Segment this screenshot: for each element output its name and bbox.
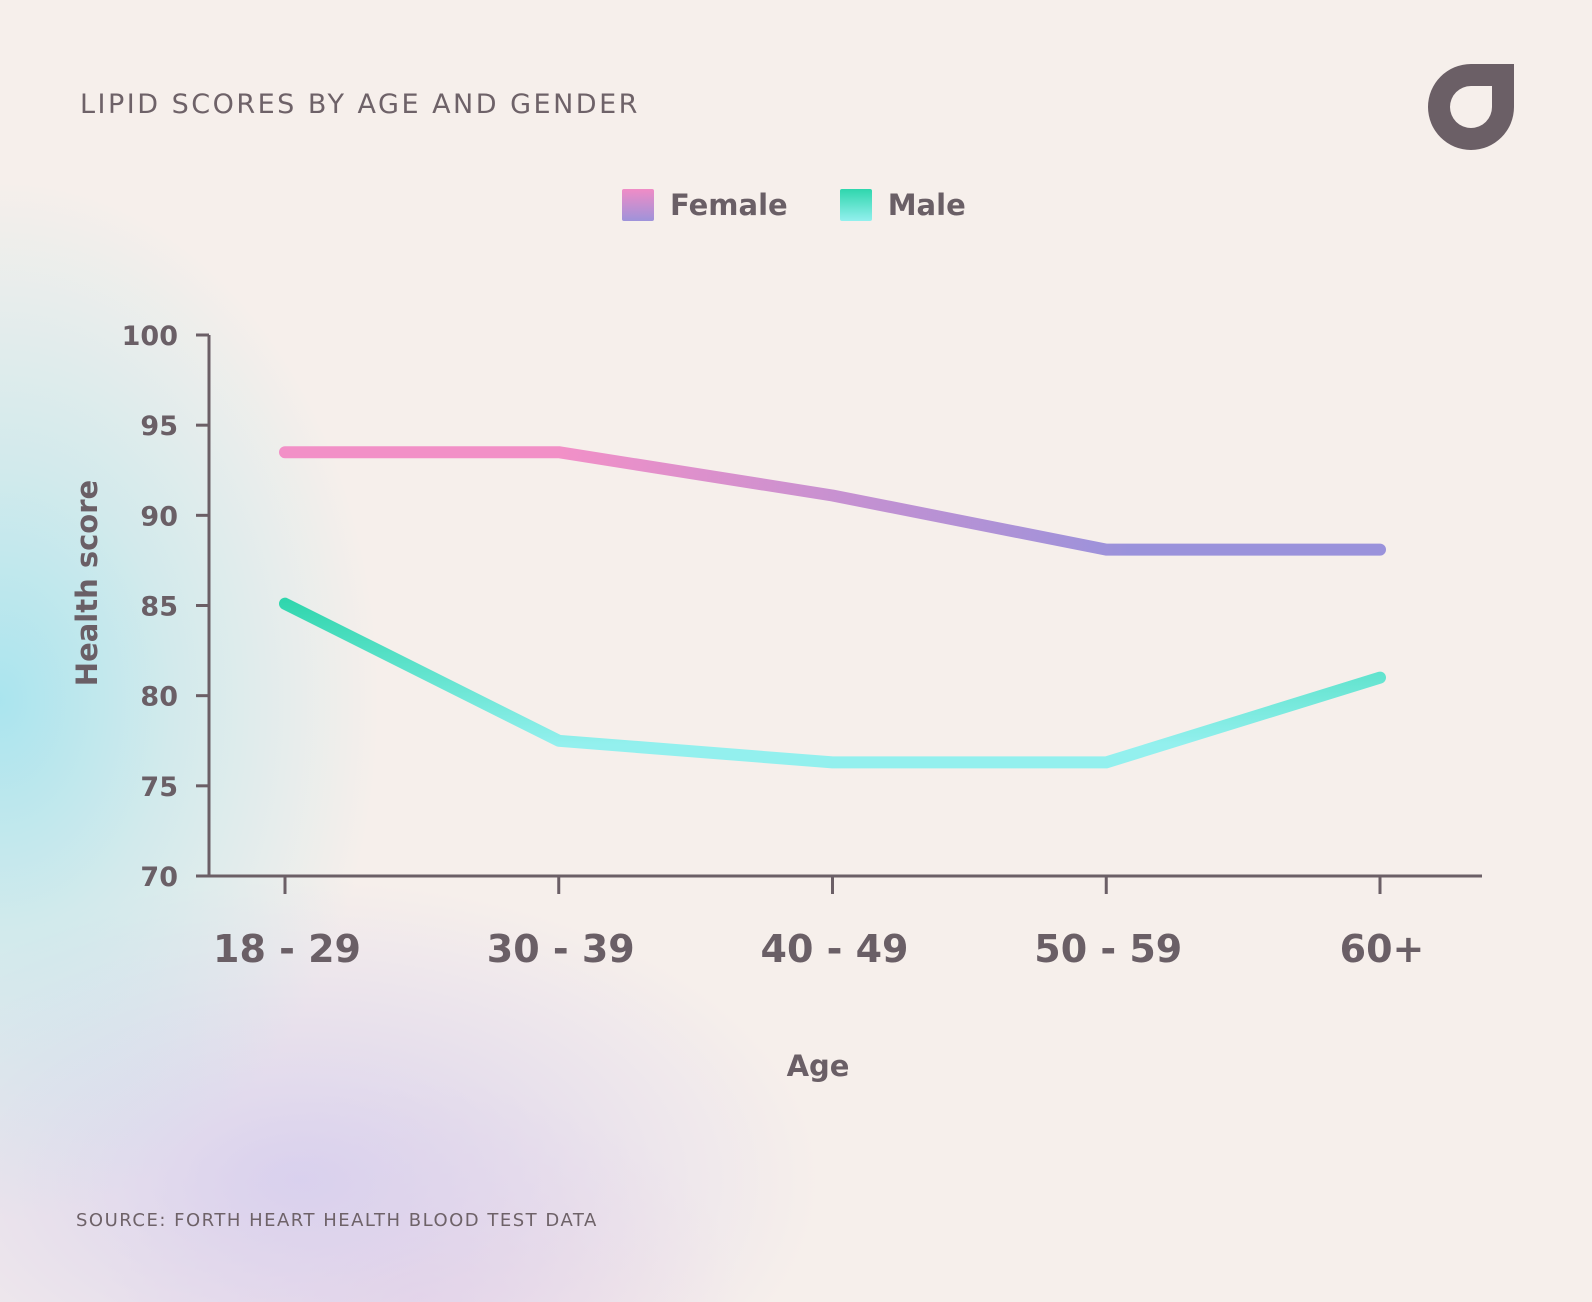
source-note: SOURCE: FORTH HEART HEALTH BLOOD TEST DA…	[76, 1210, 598, 1231]
legend-label-female: Female	[670, 188, 788, 222]
y-tick-label: 70	[140, 862, 178, 893]
y-tick-label: 75	[140, 772, 178, 803]
series-line-male	[279, 597, 1386, 769]
y-tick-label: 95	[140, 411, 178, 442]
legend-item-female: Female	[622, 188, 788, 222]
y-tick-label: 85	[140, 592, 178, 623]
y-tick-label: 90	[140, 501, 178, 532]
x-tick-label: 50 - 59	[1034, 927, 1182, 971]
page-title: LIPID SCORES BY AGE AND GENDER	[80, 89, 640, 120]
legend-label-male: Male	[887, 188, 966, 222]
x-axis-title: Age	[787, 1049, 850, 1083]
x-tick-label: 30 - 39	[487, 927, 635, 971]
x-tick-label: 18 - 29	[213, 927, 361, 971]
brand-drop-icon	[1428, 64, 1514, 150]
y-axis-title: Health score	[70, 480, 104, 686]
legend-item-male: Male	[839, 188, 966, 222]
series-line-female	[279, 446, 1386, 556]
y-tick-label: 80	[140, 682, 178, 713]
y-tick-label: 100	[122, 321, 178, 352]
x-tick-label: 40 - 49	[761, 927, 909, 971]
x-tick-label: 60+	[1340, 927, 1425, 971]
legend-swatch-female	[622, 189, 654, 221]
chart-legend: Female Male	[622, 188, 966, 222]
legend-swatch-male	[839, 189, 872, 221]
